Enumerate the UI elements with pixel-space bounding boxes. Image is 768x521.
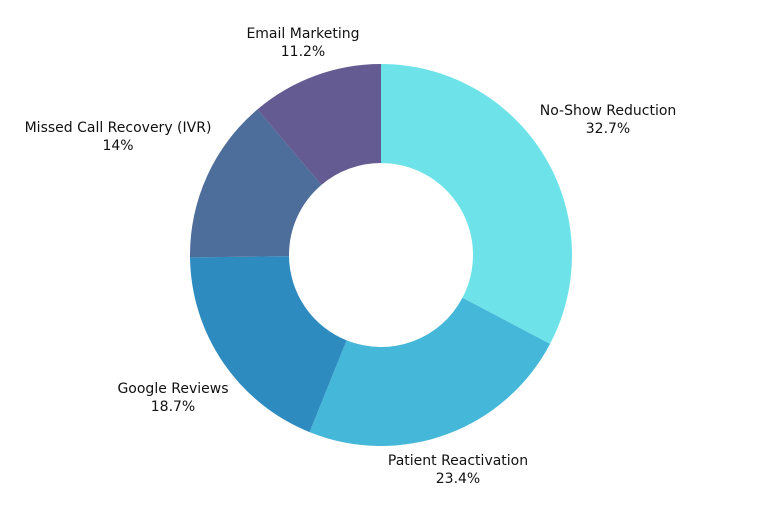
slice-label: No-Show Reduction [540,103,677,119]
slice-label: Google Reviews [117,381,228,397]
donut-slices [190,64,572,446]
slice-google-reviews [190,256,347,433]
slice-labels: No-Show Reduction 32.7% Patient Reactivati… [25,26,677,487]
slice-no-show-reduction [381,64,572,344]
slice-value-label: 23.4% [436,471,480,487]
slice-value-label: 14% [102,138,133,154]
slice-value-label: 32.7% [586,121,630,137]
slice-value-label: 18.7% [151,399,195,415]
slice-patient-reactivation [309,297,551,446]
slice-value-label: 11.2% [281,44,325,60]
slice-label: Patient Reactivation [388,453,528,469]
slice-email-marketing [257,64,381,185]
slice-label: Email Marketing [246,26,359,42]
slice-missed-call-recovery-ivr [190,109,322,258]
slice-label: Missed Call Recovery (IVR) [25,120,212,136]
